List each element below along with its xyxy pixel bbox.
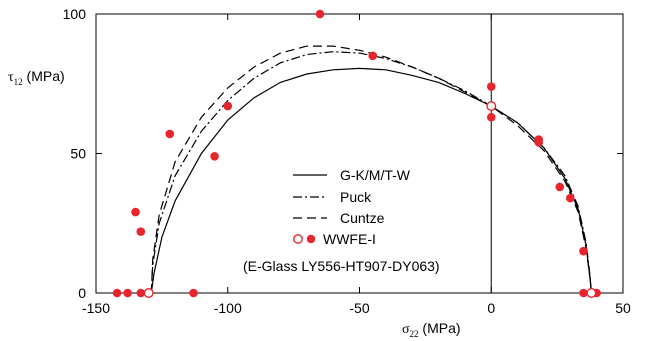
data-point-filled [566,193,575,203]
data-point-filled [210,151,219,161]
x-tick-label: -100 [214,300,242,316]
data-point-filled [123,288,132,298]
data-point-filled [579,288,588,298]
data-point-hollow [586,288,597,299]
y-tick-label: 0 [78,285,86,301]
x-tick-label: 50 [615,300,631,316]
y-axis-symbol: τ [8,70,14,85]
data-point-filled [486,112,496,122]
y-axis-label: τ12 (MPa) [8,68,65,87]
legend: G-K/M/T-W Puck Cuntze WWFE-I (E-Glass LY… [243,167,440,274]
x-tick-label: -50 [349,300,369,316]
data-point-filled [131,207,140,217]
data-point-hollow [143,288,154,299]
y-axis-unit: (MPa) [23,68,65,84]
plot-frame [95,13,624,294]
markers-layer [112,9,601,299]
data-point-filled [165,129,175,139]
x-axis-unit: (MPa) [419,320,461,336]
ticks-layer: -150 -100 -50 0 50 0 50 100 [63,6,631,316]
y-tick-label: 100 [63,6,87,22]
x-axis-label: σ22 (MPa) [402,320,461,339]
legend-label-cuntze: Cuntze [340,210,385,226]
data-point-filled [112,288,122,298]
y-tick-label: 50 [70,146,86,162]
data-point-filled [136,288,146,298]
axes-layer [95,13,624,294]
data-point-filled [534,138,543,147]
data-point-filled [136,227,146,236]
data-point-filled [223,101,233,111]
series-line-g-k-m-t-w [150,67,592,294]
legend-label-puck: Puck [340,189,372,205]
legend-marker-hollow [293,234,303,244]
x-tick-label: -150 [82,300,110,316]
y-axis-subscript: 12 [14,77,23,87]
data-point-hollow [486,101,497,112]
data-point-filled [189,288,198,298]
data-point-filled [368,51,377,61]
legend-label-wwfe: WWFE-I [323,231,376,247]
x-axis-symbol: σ [402,322,410,337]
data-point-filled [555,182,565,192]
data-point-filled [579,246,588,256]
data-point-filled [486,82,496,91]
curves-layer [150,45,592,294]
data-point-filled [315,9,325,19]
series-line-cuntze [150,45,592,294]
material-annotation: (E-Glass LY556-HT907-DY063) [243,258,440,274]
legend-marker-filled [306,234,316,244]
x-tick-label: 0 [487,300,495,316]
series-line-puck [150,51,592,294]
legend-label-gkmtw: G-K/M/T-W [340,167,411,183]
x-axis-subscript: 22 [410,329,419,339]
